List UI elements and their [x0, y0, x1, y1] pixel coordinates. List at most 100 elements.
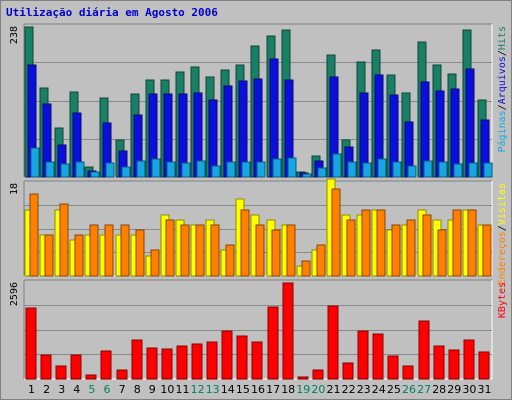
bar-kbytes-day-4 — [70, 354, 82, 380]
bar-kbytes-day-2 — [40, 354, 52, 380]
bar-páginas-day-16 — [256, 161, 266, 178]
bar-kbytes-day-5 — [85, 374, 97, 380]
bar-arquivos-day-13 — [208, 99, 218, 178]
bar-páginas-day-23 — [362, 162, 372, 178]
bar-kbytes-day-30 — [463, 339, 475, 380]
bar-kbytes-day-15 — [236, 335, 248, 380]
bar-kbytes-day-23 — [357, 330, 369, 380]
bar-páginas-day-20 — [317, 167, 327, 178]
day-label-16: 16 — [251, 383, 265, 396]
bar-endereços-day-1 — [29, 193, 39, 277]
chart-panels: 238Páginas/Arquivos/Hits18Endereços/Visi… — [9, 23, 508, 380]
day-label-31: 31 — [478, 383, 492, 396]
bar-kbytes-day-14 — [221, 330, 233, 380]
bar-endereços-day-22 — [346, 219, 356, 277]
day-label-10: 10 — [160, 383, 174, 396]
bar-kbytes-day-29 — [448, 349, 460, 380]
bar-endereços-day-30 — [467, 209, 477, 277]
bar-páginas-day-10 — [166, 161, 176, 178]
bar-kbytes-day-6 — [100, 350, 112, 380]
day-label-1: 1 — [28, 383, 35, 396]
bar-endereços-day-9 — [150, 249, 160, 277]
bar-páginas-day-15 — [241, 161, 251, 178]
bar-endereços-day-21 — [331, 188, 341, 277]
bar-endereços-day-26 — [406, 219, 416, 277]
bar-endereços-day-17 — [271, 229, 281, 277]
day-label-12: 12 — [191, 383, 205, 396]
bar-kbytes-day-17 — [267, 306, 279, 380]
day-label-22: 22 — [342, 383, 356, 396]
bar-páginas-day-13 — [211, 165, 221, 178]
bar-endereços-day-8 — [135, 229, 145, 277]
legend-entry: Hits — [497, 26, 508, 50]
bar-páginas-day-22 — [347, 161, 357, 178]
day-label-2: 2 — [43, 383, 50, 396]
bar-endereços-day-24 — [376, 209, 386, 277]
bar-páginas-day-12 — [196, 160, 206, 178]
bar-kbytes-day-22 — [342, 362, 354, 380]
day-label-28: 28 — [432, 383, 446, 396]
bar-endereços-day-27 — [422, 214, 432, 277]
day-label-21: 21 — [327, 383, 341, 396]
bar-kbytes-day-28 — [433, 345, 445, 380]
day-label-6: 6 — [104, 383, 111, 396]
bar-páginas-day-27 — [423, 160, 433, 178]
panel-legend: Endereços/Visitas — [497, 183, 508, 285]
day-label-11: 11 — [176, 383, 190, 396]
bar-kbytes-day-24 — [372, 333, 384, 380]
bar-páginas-day-6 — [105, 162, 115, 178]
bar-páginas-day-29 — [453, 163, 463, 178]
bar-endereços-day-19 — [301, 260, 311, 277]
day-label-29: 29 — [447, 383, 461, 396]
chart-title: Utilização diária em Agosto 2006 — [6, 6, 218, 19]
bar-kbytes-day-1 — [25, 307, 37, 380]
day-label-3: 3 — [58, 383, 65, 396]
bar-kbytes-day-31 — [478, 351, 490, 380]
bar-endereços-day-20 — [316, 244, 326, 277]
day-label-4: 4 — [73, 383, 80, 396]
bar-páginas-day-28 — [438, 161, 448, 178]
bar-kbytes-day-27 — [418, 320, 430, 380]
bar-kbytes-day-21 — [327, 305, 339, 380]
bar-páginas-day-30 — [468, 162, 478, 178]
panel-legend: KBytes — [497, 282, 508, 318]
bar-kbytes-day-8 — [131, 339, 143, 380]
day-label-8: 8 — [134, 383, 141, 396]
bar-endereços-day-31 — [482, 224, 492, 277]
y-max-tick-label: 2596 — [9, 282, 20, 306]
bar-kbytes-day-26 — [402, 365, 414, 380]
bar-arquivos-day-30 — [465, 68, 475, 178]
bar-endereços-day-28 — [437, 229, 447, 277]
bar-endereços-day-11 — [180, 224, 190, 277]
bar-endereços-day-7 — [120, 224, 130, 277]
legend-entry: Visitas — [497, 183, 508, 225]
day-label-14: 14 — [221, 383, 235, 396]
bar-endereços-day-14 — [225, 244, 235, 277]
legend-separator: / — [497, 50, 508, 56]
bar-páginas-day-1 — [30, 147, 40, 178]
bar-páginas-day-24 — [377, 158, 387, 178]
day-label-26: 26 — [402, 383, 416, 396]
bar-páginas-day-11 — [181, 162, 191, 178]
bar-endereços-day-10 — [165, 219, 175, 277]
bar-endereços-day-5 — [89, 224, 99, 277]
legend-separator: / — [497, 225, 508, 231]
bar-endereços-day-6 — [104, 224, 114, 277]
bar-endereços-day-25 — [391, 224, 401, 277]
panel-3: 2596 KBytes — [9, 279, 508, 380]
bar-kbytes-day-25 — [387, 355, 399, 380]
bar-páginas-day-25 — [392, 161, 402, 178]
day-label-15: 15 — [236, 383, 250, 396]
bar-páginas-day-21 — [332, 153, 342, 178]
day-label-7: 7 — [119, 383, 126, 396]
bar-kbytes-day-9 — [146, 347, 158, 380]
bar-endereços-day-29 — [452, 209, 462, 277]
y-max-tick-label: 18 — [9, 183, 20, 195]
day-axis: 1 2 3 4 5 6 7 8 9 10 11 12 13 14 15 16 17 18 19 20 21 22 23 24 2… — [28, 383, 492, 396]
legend-entry: Páginas — [496, 110, 508, 152]
bar-endereços-day-23 — [361, 209, 371, 277]
bar-kbytes-day-20 — [312, 369, 324, 380]
bar-endereços-day-18 — [286, 224, 296, 277]
day-label-23: 23 — [357, 383, 371, 396]
